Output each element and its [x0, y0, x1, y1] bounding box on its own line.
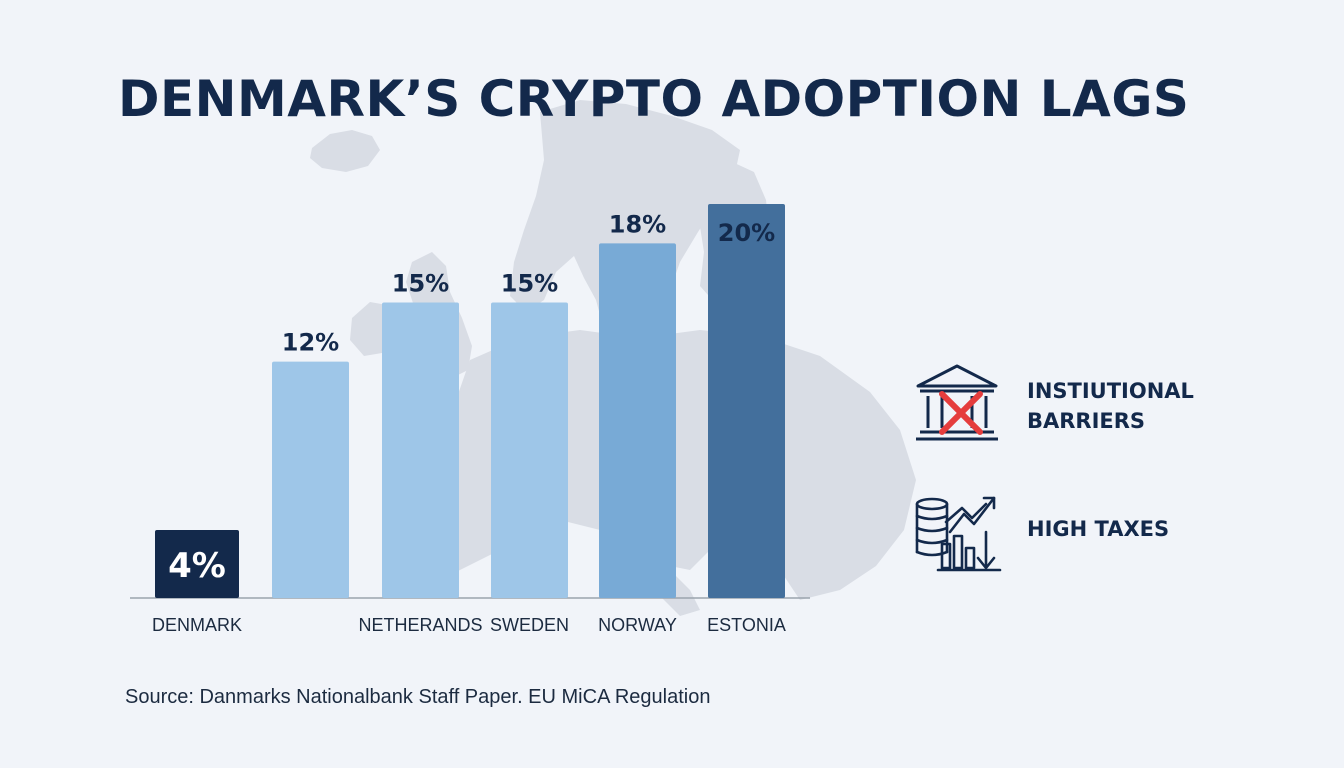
data-label: 4%: [168, 546, 226, 586]
category-label: DENMARK: [152, 615, 242, 635]
factor-high-taxes: HIGH TAXES: [912, 492, 1242, 576]
bar-sweden: [491, 302, 568, 598]
category-label: NORWAY: [598, 615, 677, 635]
category-label: NETHERANDS: [358, 615, 482, 635]
bar-netherands: [382, 302, 459, 598]
data-label: 15%: [501, 270, 558, 298]
chart-title: DENMARK’S CRYPTO ADOPTION LAGS: [118, 70, 1190, 128]
source-note: Source: Danmarks Nationalbank Staff Pape…: [125, 686, 711, 708]
data-label: 12%: [282, 329, 339, 357]
bar-estonia: [708, 204, 785, 598]
bar-denmark: [155, 530, 239, 598]
factor-institutional-barriers: INSTIUTIONAL BARRIERS: [912, 360, 1242, 444]
data-label: 18%: [609, 210, 666, 238]
data-label: 15%: [392, 270, 449, 298]
bar-unlabeled: [272, 361, 349, 598]
data-label: 20%: [718, 219, 775, 247]
factor-label-high-taxes: HIGH TAXES: [1027, 517, 1170, 541]
factor-label-institutional-barriers: INSTIUTIONAL BARRIERS: [1027, 379, 1194, 433]
bar-norway: [599, 243, 676, 598]
category-label: SWEDEN: [490, 615, 569, 635]
coins-chart-icon: [915, 496, 1002, 572]
category-label: ESTONIA: [707, 615, 786, 635]
bank-crossed-icon: [916, 364, 998, 441]
